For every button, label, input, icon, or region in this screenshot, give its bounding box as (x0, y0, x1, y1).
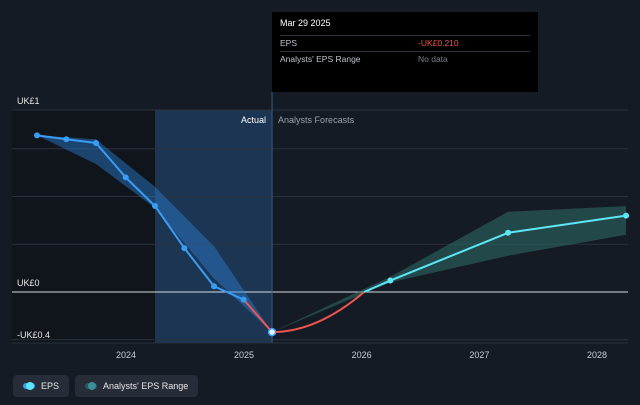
x-tick-label: 2024 (116, 350, 136, 360)
x-tick-label: 2026 (352, 350, 372, 360)
eps-point (211, 283, 218, 290)
legend-item-eps[interactable]: EPS (13, 375, 70, 397)
eps-point (240, 296, 247, 303)
eps-line-segment (213, 285, 245, 301)
tooltip-range-value: No data (418, 54, 448, 64)
eps-line-segment (95, 142, 127, 179)
forecast-range-band (272, 206, 626, 333)
legend-eps-label: EPS (41, 381, 60, 391)
forecast-line-segment (389, 231, 509, 282)
eps-line-segment (242, 298, 274, 334)
tooltip-eps-label: EPS (280, 38, 298, 48)
y-label-top: UK£1 (17, 96, 40, 106)
x-tick-label: 2027 (469, 350, 489, 360)
eps-point (181, 245, 188, 252)
x-tick-label: 2028 (587, 350, 607, 360)
forecast-point (505, 229, 512, 236)
eps-point (267, 327, 277, 337)
forecast-line-segment (507, 214, 627, 234)
eps-swatch-icon (23, 382, 35, 390)
legend-range-label: Analysts' EPS Range (103, 381, 189, 391)
legend: EPS Analysts' EPS Range (13, 375, 199, 397)
y-label-bottom: -UK£0.4 (17, 330, 50, 340)
forecast-label: Analysts Forecasts (278, 115, 355, 125)
eps-point (93, 140, 100, 147)
legend-item-range[interactable]: Analysts' EPS Range (75, 375, 199, 397)
tooltip-eps-value: -UK£0.210 (418, 38, 459, 48)
eps-line-segment (36, 134, 68, 141)
eps-point (152, 203, 159, 210)
tooltip-date: Mar 29 2025 (280, 18, 331, 28)
eps-line-segment (154, 205, 186, 250)
actual-label: Actual (241, 115, 266, 125)
tooltip-range-label: Analysts' EPS Range (280, 54, 361, 64)
forecast-line-negative (272, 291, 365, 334)
eps-line-segment (65, 138, 98, 145)
tooltip: Mar 29 2025 EPS -UK£0.210 Analysts' EPS … (272, 12, 538, 92)
eps-line-segment (124, 176, 157, 208)
eps-point (34, 132, 41, 139)
range-swatch-icon (85, 382, 98, 390)
forecast-line-segment (363, 279, 391, 293)
forecast-point (623, 212, 630, 219)
eps-line-segment (183, 247, 216, 288)
eps-point (63, 136, 70, 143)
eps-point (122, 174, 129, 181)
tooltip-eps-row: EPS -UK£0.210 (280, 35, 530, 51)
tooltip-range-row: Analysts' EPS Range No data (280, 51, 530, 67)
y-label-zero: UK£0 (17, 278, 40, 288)
x-tick-label: 2025 (234, 350, 254, 360)
forecast-point (387, 277, 394, 284)
